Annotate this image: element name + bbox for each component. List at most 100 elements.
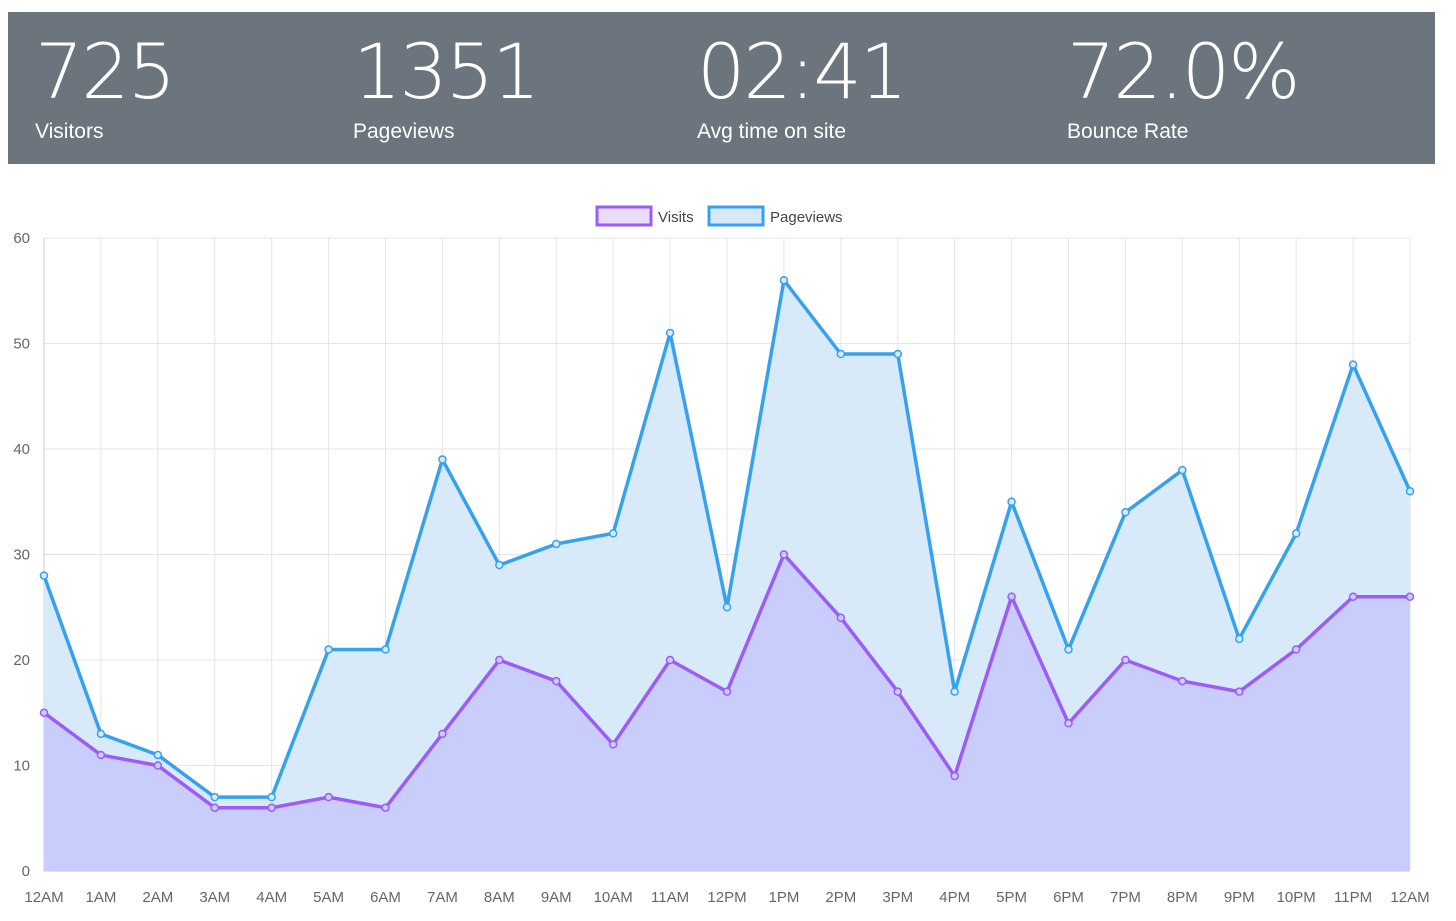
- visits-point: [39, 708, 49, 717]
- x-tick-label: 1PM: [768, 889, 799, 906]
- x-tick-label: 1AM: [85, 889, 116, 906]
- x-tick-label: 8AM: [484, 889, 515, 906]
- pageviews-point: [438, 455, 447, 464]
- legend-item-pageviews[interactable]: Pageviews: [707, 205, 843, 227]
- visits-point: [210, 803, 219, 812]
- pageviews-point: [39, 571, 49, 580]
- pageviews-point: [552, 539, 561, 549]
- visits-point: [495, 655, 504, 665]
- visits-point: [1178, 676, 1187, 686]
- stat-pageviews-value: 1351: [353, 27, 540, 116]
- visits-point: [381, 803, 390, 812]
- x-tick-label: 9AM: [541, 889, 572, 906]
- y-tick-label: 20: [13, 652, 30, 669]
- stat-bounce-rate-label: Bounce Rate: [1067, 120, 1189, 143]
- visits-point: [324, 792, 333, 802]
- pageviews-point: [267, 792, 276, 802]
- pageviews-point: [893, 349, 902, 359]
- stats-bar: 725 Visitors 1351 Pageviews 02:41 Avg ti…: [8, 12, 1435, 164]
- stat-pageviews-label: Pageviews: [353, 120, 455, 143]
- pageviews-point: [779, 275, 789, 285]
- visits-point: [1235, 687, 1244, 696]
- visits-point: [1348, 592, 1358, 601]
- stat-avg-time-label: Avg time on site: [697, 120, 847, 143]
- pageviews-point: [1291, 529, 1301, 538]
- visits-point: [1405, 592, 1415, 601]
- visits-point: [438, 729, 447, 739]
- visits-point: [153, 761, 163, 770]
- y-tick-label: 30: [13, 547, 30, 564]
- visits-point: [608, 740, 618, 749]
- x-tick-label: 7PM: [1110, 889, 1141, 906]
- pageviews-point: [1235, 634, 1244, 644]
- pageviews-point: [381, 645, 390, 654]
- visits-point: [722, 687, 732, 696]
- y-tick-label: 10: [13, 758, 30, 775]
- pageviews-point: [722, 603, 732, 612]
- x-tick-label: 4AM: [256, 889, 287, 906]
- legend-swatch-pageviews: [707, 205, 765, 227]
- visits-point: [836, 613, 846, 623]
- x-tick-label: 4PM: [939, 889, 970, 906]
- visits-point: [267, 803, 276, 812]
- x-tick-label: 11AM: [651, 889, 689, 906]
- legend[interactable]: Visits Pageviews: [595, 205, 843, 227]
- stat-visitors-value: 725: [35, 27, 176, 116]
- x-tick-label: 6AM: [370, 889, 401, 906]
- x-tick-label: 8PM: [1167, 889, 1198, 906]
- x-tick-label: 12PM: [707, 889, 746, 906]
- visits-point: [779, 550, 789, 559]
- pageviews-point: [836, 349, 846, 359]
- pageviews-point: [1064, 645, 1073, 654]
- visits-point: [1064, 719, 1073, 728]
- y-tick-label: 0: [22, 863, 30, 880]
- points: [39, 275, 1415, 812]
- pageviews-point: [1121, 508, 1130, 517]
- pageviews-point: [1405, 486, 1415, 496]
- legend-label-visits: Visits: [658, 209, 694, 226]
- y-tick-label: 40: [13, 441, 30, 458]
- visits-point: [96, 750, 106, 760]
- pageviews-point: [1178, 465, 1187, 475]
- stat-avg-time-value: 02:41: [697, 27, 908, 116]
- visits-point: [1007, 592, 1016, 601]
- pageviews-point: [1007, 497, 1016, 506]
- visits-point: [665, 655, 675, 665]
- x-tick-label: 3PM: [882, 889, 913, 906]
- pageviews-point: [96, 729, 106, 739]
- visits-point: [1121, 655, 1130, 665]
- stat-visitors-label: Visitors: [35, 120, 104, 143]
- pageviews-point: [153, 750, 163, 760]
- stat-bounce-rate-value: 72.0%: [1067, 27, 1300, 116]
- pageviews-point: [495, 560, 504, 570]
- y-tick-label: 50: [13, 336, 30, 353]
- visits-point: [552, 676, 561, 686]
- pageviews-point: [1348, 360, 1358, 369]
- x-tick-label: 10AM: [594, 889, 633, 906]
- visits-pageviews-chart: 0 10 20 30 40 50 60 12AM 1AM 2AM 3AM 4AM 5AM 6AM 7AM 8A…: [13, 205, 1430, 906]
- pageviews-point: [665, 328, 675, 338]
- x-tick-label: 12AM: [1390, 889, 1429, 906]
- visits-area: [44, 554, 1410, 871]
- x-tick-label: 6PM: [1053, 889, 1084, 906]
- y-tick-label: 60: [13, 230, 30, 247]
- x-tick-label: 2AM: [142, 889, 173, 906]
- x-tick-label: 2PM: [825, 889, 856, 906]
- visits-point: [1291, 645, 1301, 654]
- pageviews-point: [210, 792, 219, 802]
- visits-point: [950, 771, 959, 781]
- legend-swatch-visits: [595, 205, 653, 227]
- x-tick-label: 7AM: [427, 889, 458, 906]
- legend-item-visits[interactable]: Visits: [595, 205, 694, 227]
- x-tick-label: 5AM: [313, 889, 344, 906]
- x-tick-label: 5PM: [996, 889, 1027, 906]
- x-tick-label: 10PM: [1277, 889, 1316, 906]
- legend-label-pageviews: Pageviews: [770, 209, 843, 226]
- x-tick-label: 9PM: [1224, 889, 1255, 906]
- chart-container: 0 10 20 30 40 50 60 12AM 1AM 2AM 3AM 4AM 5AM 6AM 7AM 8A…: [0, 190, 1456, 916]
- x-tick-label: 11PM: [1334, 889, 1372, 906]
- pageviews-point: [608, 529, 618, 538]
- pageviews-point: [950, 687, 959, 696]
- pageviews-point: [324, 645, 333, 654]
- visits-point: [893, 687, 902, 696]
